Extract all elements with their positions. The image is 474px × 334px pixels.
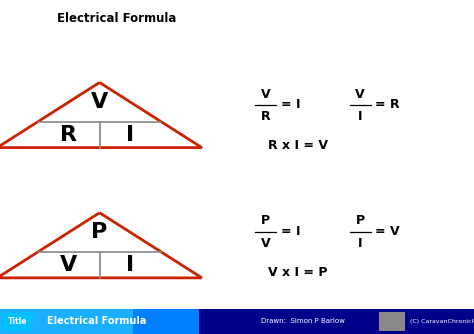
Text: V: V — [356, 88, 365, 101]
Text: R: R — [261, 110, 270, 123]
Text: = V: = V — [375, 225, 400, 238]
Text: I: I — [358, 237, 363, 250]
Text: Title: Title — [8, 317, 27, 326]
Text: V: V — [261, 237, 270, 250]
Text: = I: = I — [281, 225, 300, 238]
Text: V: V — [261, 88, 270, 101]
Text: File: Electrical Formula 01: File: Electrical Formula 01 — [5, 309, 86, 314]
Text: Electrical Formula: Electrical Formula — [57, 12, 176, 25]
Bar — [0, 309, 133, 334]
Text: P: P — [91, 222, 108, 242]
Text: P: P — [356, 214, 365, 227]
Bar — [0, 309, 474, 334]
Text: = I: = I — [281, 98, 300, 111]
Bar — [379, 312, 405, 331]
Bar — [0, 309, 199, 334]
Text: I: I — [358, 110, 363, 123]
Text: I: I — [126, 125, 134, 145]
Text: = R: = R — [375, 98, 400, 111]
Text: (C) CaravanChronicles.com: (C) CaravanChronicles.com — [410, 319, 474, 324]
Text: Drawn:  Simon P Barlow: Drawn: Simon P Barlow — [261, 319, 345, 324]
Text: R x I = V: R x I = V — [268, 139, 328, 152]
Text: Electrical Formula: Electrical Formula — [47, 317, 147, 326]
Text: I: I — [126, 255, 134, 275]
Text: P: P — [261, 214, 270, 227]
Text: V: V — [60, 255, 77, 275]
Bar — [2, 312, 33, 331]
Text: V x I = P: V x I = P — [268, 266, 328, 279]
Text: R: R — [60, 125, 77, 145]
Text: V: V — [91, 92, 108, 112]
